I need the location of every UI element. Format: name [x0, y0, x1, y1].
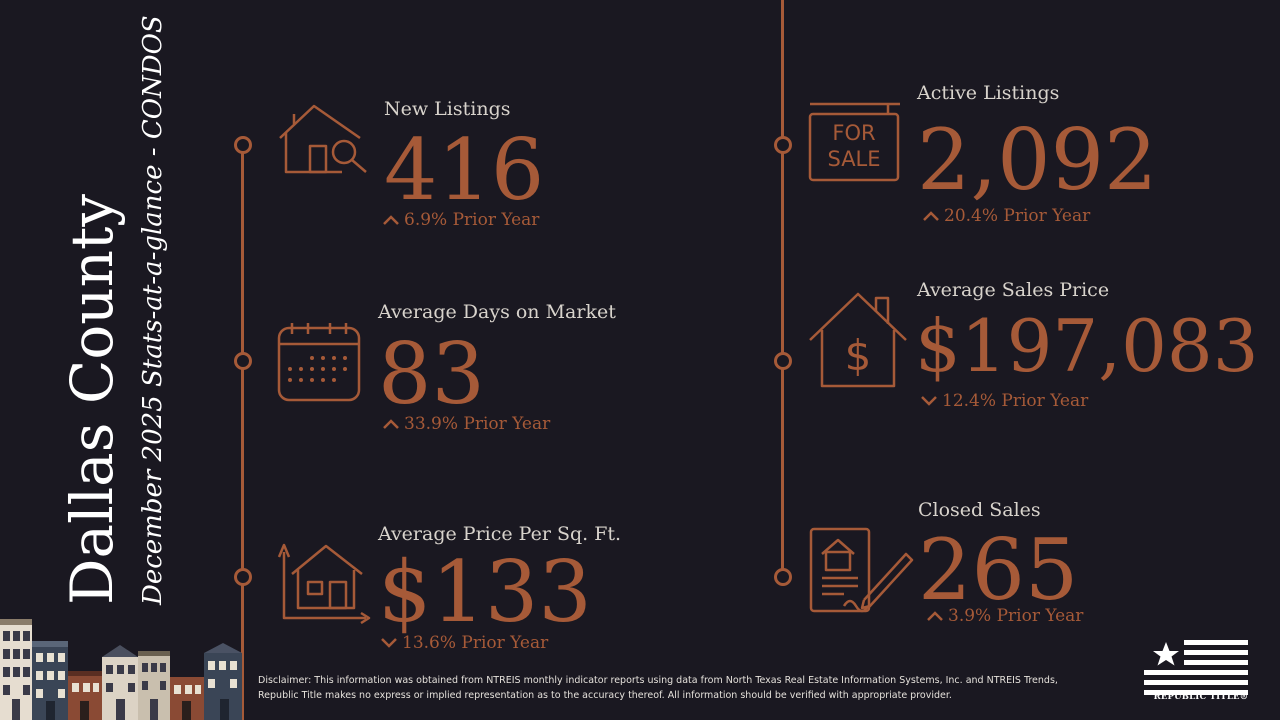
- new-listings-label: New Listings: [384, 98, 511, 120]
- price-sqft-label: Average Price Per Sq. Ft.: [378, 523, 622, 545]
- chevron-up-icon: [383, 215, 399, 225]
- avg-sales-price-change-text: 12.4% Prior Year: [942, 391, 1089, 411]
- flag-star-logo: [1144, 640, 1248, 695]
- avg-days-value: 83: [378, 325, 485, 423]
- townhouses-illustration: [0, 619, 242, 720]
- timeline-node: [234, 352, 252, 370]
- timeline-node: [234, 568, 252, 586]
- avg-sales-price-value: $197,083: [915, 304, 1259, 388]
- chevron-up-icon: [383, 419, 399, 429]
- price-sqft-change: 13.6% Prior Year: [380, 633, 548, 653]
- new-listings-change: 6.9% Prior Year: [382, 210, 539, 230]
- closed-sales-change: 3.9% Prior Year: [926, 606, 1083, 626]
- logo-text: REPUBLIC TITLE®: [1153, 692, 1249, 702]
- house-search-icon: [279, 104, 367, 174]
- timeline-node: [774, 568, 792, 586]
- closed-sales-value: 265: [918, 521, 1079, 619]
- avg-days-change: 33.9% Prior Year: [382, 414, 550, 434]
- chevron-up-icon: [923, 211, 939, 221]
- disclaimer-text: Disclaimer: This information was obtaine…: [258, 675, 1058, 701]
- avg-days-label: Average Days on Market: [378, 301, 616, 323]
- avg-sales-price-label: Average Sales Price: [917, 279, 1110, 301]
- avg-sales-price-change: 12.4% Prior Year: [920, 391, 1088, 411]
- contract-signing-icon: [809, 527, 914, 613]
- house-dollar-icon: $: [809, 292, 907, 388]
- report-subtitle: December 2025 Stats-at-a-glance - CONDOS: [138, 15, 168, 605]
- timeline-node: [774, 136, 792, 154]
- chevron-down-icon: [921, 396, 937, 406]
- calendar-icon: [277, 323, 361, 402]
- price-sqft-value: $133: [378, 543, 592, 641]
- chevron-up-icon: [927, 611, 943, 621]
- timeline-node: [774, 352, 792, 370]
- sign-text-for: FOR: [832, 121, 875, 145]
- right-timeline: [781, 0, 784, 578]
- svg-text:$: $: [845, 331, 872, 380]
- price-sqft-change-text: 13.6% Prior Year: [402, 633, 549, 653]
- house-dimensions-icon: [277, 543, 371, 624]
- avg-days-change-text: 33.9% Prior Year: [404, 414, 551, 434]
- county-title: Dallas County: [58, 193, 126, 605]
- new-listings-value: 416: [384, 121, 545, 219]
- left-timeline: [241, 144, 244, 720]
- for-sale-sign-icon: FOR SALE: [808, 102, 900, 182]
- closed-sales-label: Closed Sales: [918, 499, 1041, 521]
- timeline-node: [234, 136, 252, 154]
- closed-sales-change-text: 3.9% Prior Year: [948, 606, 1084, 626]
- active-listings-change: 20.4% Prior Year: [922, 206, 1090, 226]
- new-listings-change-text: 6.9% Prior Year: [404, 210, 540, 230]
- sign-text-sale: SALE: [827, 147, 880, 171]
- active-listings-value: 2,092: [917, 111, 1158, 209]
- chevron-down-icon: [381, 638, 397, 648]
- active-listings-change-text: 20.4% Prior Year: [944, 206, 1091, 226]
- active-listings-label: Active Listings: [917, 82, 1060, 104]
